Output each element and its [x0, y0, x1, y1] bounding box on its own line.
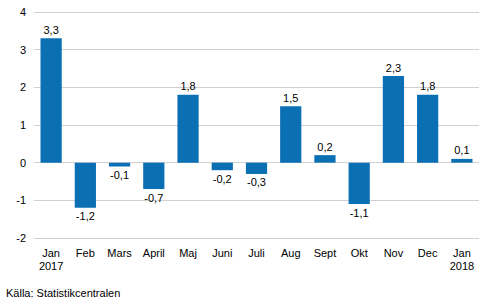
svg-text:Aug: Aug — [281, 247, 301, 259]
svg-text:Källa: Statistikcentralen: Källa: Statistikcentralen — [6, 287, 120, 299]
svg-text:3: 3 — [20, 44, 26, 56]
svg-text:Mars: Mars — [107, 247, 132, 259]
svg-text:2: 2 — [20, 81, 26, 93]
svg-text:-1: -1 — [16, 194, 26, 206]
svg-text:-2: -2 — [16, 232, 26, 244]
svg-text:-0,3: -0,3 — [247, 176, 266, 188]
svg-text:1,8: 1,8 — [420, 80, 435, 92]
svg-text:3,3: 3,3 — [43, 24, 58, 36]
svg-text:Jan: Jan — [453, 247, 471, 259]
svg-text:-0,1: -0,1 — [110, 169, 129, 181]
svg-text:-1,1: -1,1 — [350, 207, 369, 219]
svg-text:0,1: 0,1 — [454, 144, 469, 156]
svg-text:Sept: Sept — [314, 247, 337, 259]
svg-text:2017: 2017 — [39, 260, 63, 272]
svg-text:Juni: Juni — [212, 247, 232, 259]
svg-text:Feb: Feb — [76, 247, 95, 259]
svg-text:2,3: 2,3 — [386, 62, 401, 74]
svg-text:Nov: Nov — [384, 247, 404, 259]
svg-text:0,2: 0,2 — [317, 141, 332, 153]
svg-text:Juli: Juli — [248, 247, 265, 259]
svg-text:2018: 2018 — [450, 260, 474, 272]
svg-text:April: April — [143, 247, 165, 259]
svg-text:1,8: 1,8 — [180, 80, 195, 92]
svg-text:4: 4 — [20, 6, 26, 18]
svg-text:Okt: Okt — [351, 247, 368, 259]
svg-text:-0,2: -0,2 — [213, 173, 232, 185]
svg-text:-0,7: -0,7 — [144, 192, 163, 204]
svg-text:1,5: 1,5 — [283, 92, 298, 104]
svg-text:Maj: Maj — [179, 247, 197, 259]
svg-text:1: 1 — [20, 119, 26, 131]
svg-text:Dec: Dec — [418, 247, 438, 259]
svg-text:-1,2: -1,2 — [76, 210, 95, 222]
svg-text:Jan: Jan — [42, 247, 60, 259]
svg-text:0: 0 — [20, 157, 26, 169]
